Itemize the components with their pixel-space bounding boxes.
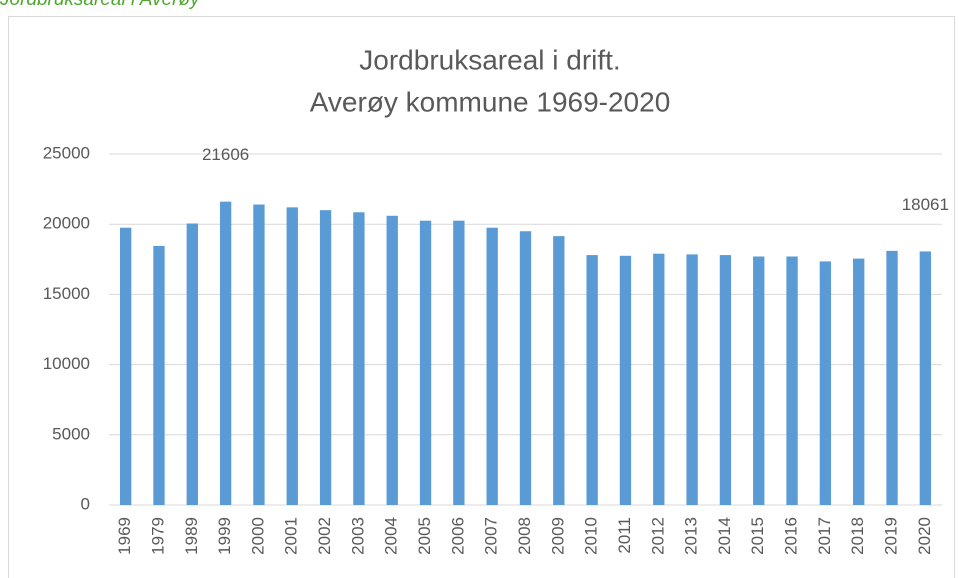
bar xyxy=(319,210,332,505)
bar xyxy=(819,261,832,505)
bar xyxy=(619,255,632,505)
y-tick-label: 5000 xyxy=(52,424,90,443)
caption: Jordbruksareal i Averøy xyxy=(0,0,201,10)
bar xyxy=(919,251,932,505)
data-label: 18061 xyxy=(902,195,949,214)
bar xyxy=(719,255,732,505)
x-tick-label: 2005 xyxy=(415,517,434,555)
bar xyxy=(186,223,198,506)
x-tick-label: 1989 xyxy=(182,517,201,555)
x-tick-label: 2008 xyxy=(515,517,534,555)
x-tick-label: 2013 xyxy=(682,517,701,555)
bar xyxy=(353,212,365,506)
bar xyxy=(653,253,665,505)
x-tick-label: 2004 xyxy=(382,517,401,555)
y-tick-label: 15000 xyxy=(43,284,90,303)
bar xyxy=(786,256,798,505)
x-tick-label: 2018 xyxy=(848,517,867,555)
x-tick-label: 2010 xyxy=(582,517,601,555)
x-tick-label: 2009 xyxy=(548,517,567,555)
x-tick-label: 2020 xyxy=(915,517,934,555)
x-tick-label: 2007 xyxy=(482,517,501,555)
x-tick-label: 1979 xyxy=(148,517,167,555)
x-tick-label: 2015 xyxy=(748,517,767,555)
x-tick-label: 2003 xyxy=(348,517,367,555)
x-tick-label: 2001 xyxy=(282,517,301,555)
bar xyxy=(286,207,298,506)
y-tick-label: 20000 xyxy=(43,214,90,233)
bar xyxy=(419,220,432,505)
y-tick-label: 25000 xyxy=(43,143,90,162)
bar xyxy=(486,227,498,505)
bar xyxy=(753,256,765,505)
bar xyxy=(386,215,398,505)
x-tick-label: 2012 xyxy=(648,517,667,555)
bar xyxy=(119,227,132,505)
y-tick-label: 10000 xyxy=(43,354,90,373)
bar xyxy=(686,254,698,505)
x-tick-label: 1999 xyxy=(215,517,234,555)
x-tick-label: 2014 xyxy=(715,517,734,555)
x-tick-label: 2016 xyxy=(782,517,801,555)
bar xyxy=(453,220,465,505)
bar xyxy=(153,245,165,505)
x-tick-label: 2000 xyxy=(248,517,267,555)
x-tick-label: 2019 xyxy=(882,517,901,555)
x-tick-label: 2011 xyxy=(615,517,634,554)
bar xyxy=(519,231,532,505)
bar xyxy=(253,204,265,505)
chart-title: Averøy kommune 1969-2020 xyxy=(310,86,671,117)
bar xyxy=(586,255,598,505)
chart-title: Jordbruksareal i drift. xyxy=(359,44,620,75)
x-tick-label: 2002 xyxy=(315,517,334,555)
bar xyxy=(853,258,865,505)
y-tick-label: 0 xyxy=(81,494,90,513)
x-tick-label: 1969 xyxy=(115,517,134,555)
bar xyxy=(886,250,898,505)
x-tick-label: 2017 xyxy=(815,517,834,555)
data-label: 21606 xyxy=(202,145,249,164)
bar xyxy=(219,201,232,505)
bar xyxy=(553,236,565,505)
x-tick-label: 2006 xyxy=(448,517,467,555)
